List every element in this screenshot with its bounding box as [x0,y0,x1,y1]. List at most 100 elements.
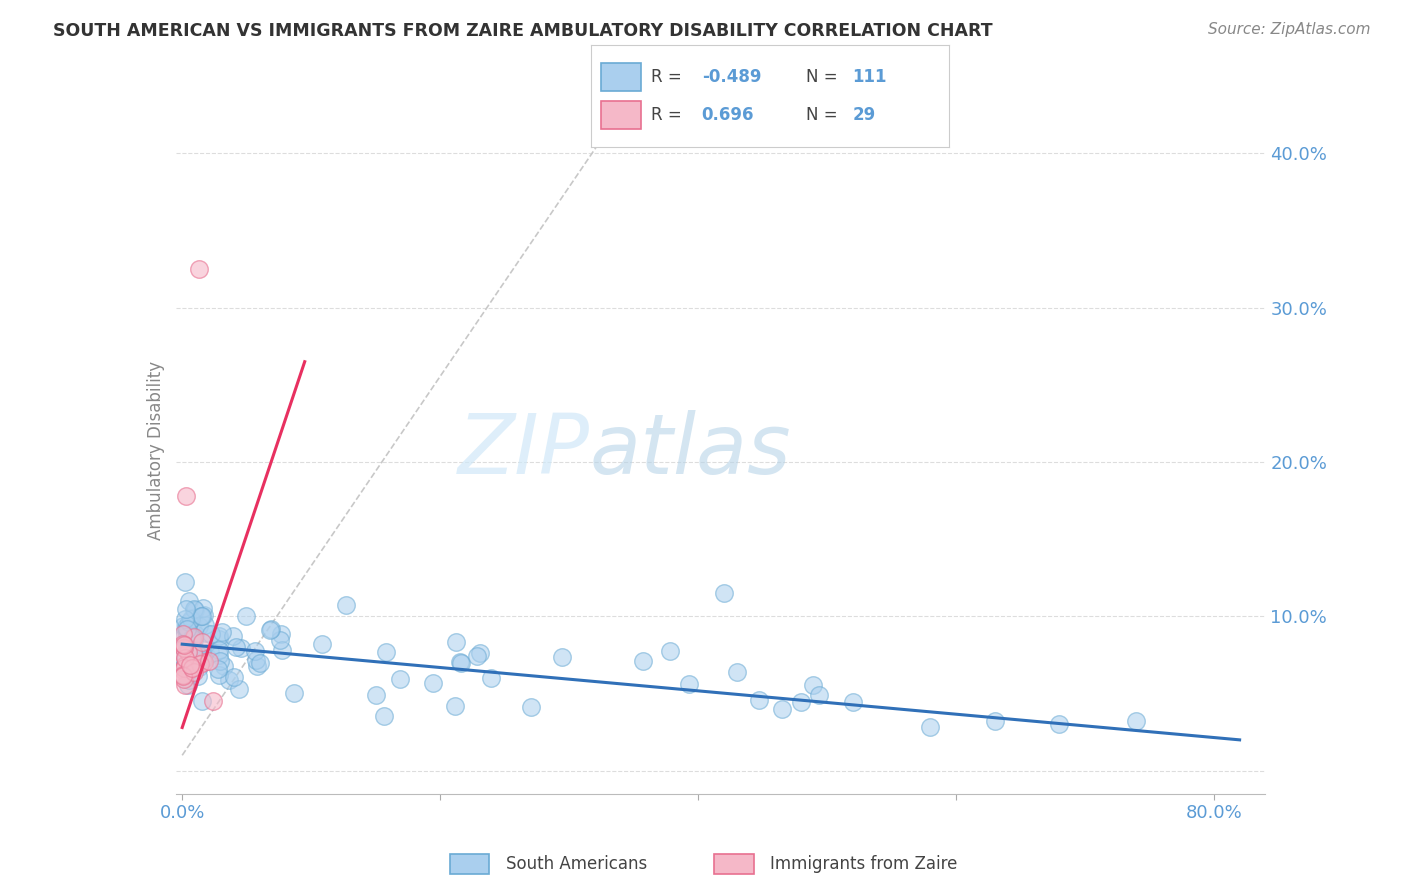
Point [208,648,231,662]
Point [983,714,1005,729]
Point [180,658,202,673]
Point [388,672,411,686]
Point [224,670,246,684]
Text: South Americans: South Americans [506,855,647,873]
Point [450,657,472,671]
Point [218,673,240,687]
Text: atlas: atlas [591,410,792,491]
Point [173,661,195,675]
Point [200,645,222,659]
Point [188,657,211,671]
Point [191,635,214,649]
Point [173,649,195,664]
Text: Source: ZipAtlas.com: Source: ZipAtlas.com [1208,22,1371,37]
Point [174,601,197,615]
Point [173,673,195,687]
Point [173,648,195,662]
Point [191,609,214,624]
Point [183,654,205,668]
Point [842,695,865,709]
Point [260,623,283,637]
Point [172,668,194,682]
Point [520,700,543,714]
Y-axis label: Ambulatory Disability: Ambulatory Disability [146,361,165,540]
Point [174,574,197,589]
Point [181,652,204,666]
Text: ZIP: ZIP [458,410,591,491]
Point [468,646,491,660]
Point [177,678,200,692]
Point [212,659,235,673]
Point [184,603,207,617]
Point [550,649,572,664]
Point [180,642,202,657]
Point [444,635,467,649]
Text: Immigrants from Zaire: Immigrants from Zaire [770,855,957,873]
Point [181,611,204,625]
Point [180,664,202,678]
Bar [602,62,641,91]
Bar [714,855,754,874]
Point [174,637,197,651]
Point [188,618,211,632]
Point [174,650,197,665]
Point [176,643,198,657]
Point [249,656,271,670]
Point [188,262,211,277]
Point [208,632,231,646]
Point [190,609,212,624]
Text: N =: N = [806,106,837,124]
Point [172,637,194,651]
Point [725,665,748,679]
Point [172,668,194,682]
Point [311,637,333,651]
Point [422,675,444,690]
Point [183,633,205,648]
Point [172,663,194,677]
Point [179,667,201,681]
Point [183,648,205,663]
Point [179,665,201,680]
Point [187,648,209,662]
Text: R =: R = [651,68,682,86]
Point [183,627,205,641]
Point [366,689,388,703]
Text: 111: 111 [852,68,887,86]
Point [177,615,200,629]
Point [207,642,229,657]
Point [225,640,247,654]
Point [180,612,202,626]
Point [246,658,269,673]
Point [173,678,195,692]
Point [920,720,942,734]
Point [174,489,197,503]
Point [444,698,467,713]
Point [197,653,219,667]
Point [207,668,229,682]
Point [269,632,291,647]
Point [235,608,257,623]
Point [183,602,205,616]
Point [188,647,211,661]
Point [177,663,200,677]
Text: 29: 29 [852,106,876,124]
Point [283,686,305,700]
Point [174,620,197,634]
Point [373,709,395,723]
Point [179,658,201,673]
Text: N =: N = [806,68,837,86]
Point [172,626,194,640]
Point [193,607,215,622]
Point [713,586,735,600]
Point [176,626,198,640]
Point [179,593,201,607]
Point [202,694,225,708]
Point [259,623,281,637]
Point [173,619,195,633]
Point [211,625,233,640]
Point [180,631,202,645]
Point [179,660,201,674]
Point [659,644,682,658]
Point [208,629,231,643]
Point [181,665,204,680]
